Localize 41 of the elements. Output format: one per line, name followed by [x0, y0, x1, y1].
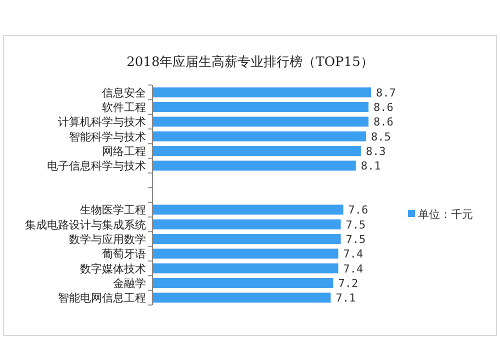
bar — [152, 204, 344, 215]
y-tick-label: 软件工程 — [102, 101, 146, 114]
y-tick-label: 信息安全 — [102, 86, 146, 100]
y-tick-label: 电子信息科学与技术 — [47, 160, 146, 173]
bar — [152, 234, 341, 244]
bar — [152, 278, 334, 288]
bar — [152, 219, 341, 230]
data-label: 8.3 — [366, 145, 386, 158]
bar — [152, 131, 366, 142]
bar — [152, 160, 356, 171]
bar — [152, 102, 368, 112]
y-tick-label: 集成电路设计与集成系统 — [25, 218, 146, 232]
data-label: 7.4 — [343, 248, 364, 261]
y-tick-label: 智能科学与技术 — [69, 130, 146, 144]
data-label: 7.1 — [336, 292, 356, 305]
y-tick-label: 数字媒体技术 — [80, 262, 146, 276]
legend-label: 单位：千元 — [418, 208, 473, 221]
y-tick-label: 网络工程 — [102, 145, 146, 158]
y-tick-label: 葡萄牙语 — [102, 248, 146, 261]
y-tick-label: 数学与应用数学 — [69, 233, 146, 246]
bar — [152, 248, 338, 259]
data-label: 8.6 — [373, 116, 394, 129]
data-label: 8.7 — [376, 86, 396, 100]
data-label: 8.5 — [370, 130, 391, 144]
data-label: 7.2 — [338, 277, 358, 290]
data-label: 8.6 — [373, 101, 394, 114]
data-label: 7.5 — [346, 233, 366, 246]
bar — [152, 292, 331, 303]
bar — [152, 146, 361, 156]
y-tick-label: 生物医学工程 — [80, 204, 146, 217]
data-label: 8.1 — [360, 160, 381, 173]
data-label: 7.6 — [348, 204, 368, 217]
data-label: 7.4 — [343, 262, 364, 276]
chart-title: 2018年应届生高薪专业排行榜（TOP15） — [126, 54, 374, 70]
y-tick-label: 智能电网信息工程 — [58, 292, 146, 305]
y-tick-label: 金融学 — [113, 277, 146, 290]
y-tick-label: 计算机科学与技术 — [58, 116, 146, 129]
data-label: 7.5 — [346, 218, 366, 232]
bar — [152, 87, 371, 98]
bar — [152, 116, 368, 127]
bar — [152, 263, 338, 274]
